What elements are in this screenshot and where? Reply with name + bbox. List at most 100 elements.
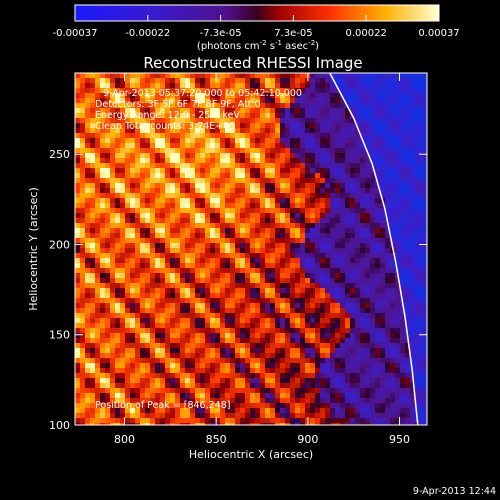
heatmap-cell — [155, 258, 160, 263]
heatmap-cell — [260, 143, 265, 148]
heatmap-cell — [185, 383, 190, 388]
heatmap-cell — [115, 328, 120, 333]
heatmap-cell — [385, 278, 390, 283]
heatmap-cell — [375, 283, 380, 288]
heatmap-cell — [145, 163, 150, 168]
heatmap-cell — [80, 213, 85, 218]
heatmap-cell — [205, 248, 210, 253]
heatmap-cell — [160, 183, 165, 188]
heatmap-cell — [185, 308, 190, 313]
heatmap-cell — [375, 418, 380, 423]
heatmap-cell — [410, 408, 415, 413]
heatmap-cell — [150, 283, 155, 288]
heatmap-cell — [375, 168, 380, 173]
heatmap-cell — [400, 293, 405, 298]
heatmap-cell — [140, 298, 145, 303]
heatmap-cell — [300, 403, 305, 408]
heatmap-cell — [270, 238, 275, 243]
heatmap-cell — [390, 383, 395, 388]
heatmap-cell — [235, 253, 240, 258]
heatmap-cell — [330, 233, 335, 238]
heatmap-cell — [195, 393, 200, 398]
heatmap-cell — [100, 383, 105, 388]
heatmap-cell — [395, 218, 400, 223]
heatmap-cell — [250, 353, 255, 358]
heatmap-cell — [290, 283, 295, 288]
heatmap-cell — [95, 103, 100, 108]
heatmap-cell — [375, 173, 380, 178]
heatmap-cell — [370, 303, 375, 308]
heatmap-cell — [100, 138, 105, 143]
heatmap-cell — [210, 298, 215, 303]
heatmap-cell — [235, 238, 240, 243]
heatmap-cell — [230, 368, 235, 373]
heatmap-cell — [160, 73, 165, 78]
heatmap-cell — [420, 123, 425, 128]
heatmap-cell — [200, 328, 205, 333]
heatmap-cell — [160, 308, 165, 313]
heatmap-cell — [350, 203, 355, 208]
heatmap-cell — [380, 153, 385, 158]
heatmap-cell — [110, 293, 115, 298]
heatmap-cell — [350, 388, 355, 393]
heatmap-cell — [275, 208, 280, 213]
heatmap-cell — [190, 193, 195, 198]
heatmap-cell — [90, 423, 95, 425]
heatmap-cell — [110, 218, 115, 223]
heatmap-cell — [250, 418, 255, 423]
heatmap-cell — [160, 158, 165, 163]
heatmap-cell — [130, 83, 135, 88]
heatmap-cell — [335, 168, 340, 173]
heatmap-cell — [120, 408, 125, 413]
heatmap-cell — [80, 198, 85, 203]
heatmap-cell — [240, 298, 245, 303]
heatmap-cell — [410, 188, 415, 193]
heatmap-cell — [420, 353, 425, 358]
heatmap-cell — [420, 313, 425, 318]
heatmap-cell — [75, 133, 80, 138]
heatmap-cell — [275, 193, 280, 198]
heatmap-cell — [310, 408, 315, 413]
heatmap-cell — [415, 263, 420, 268]
heatmap-cell — [385, 263, 390, 268]
heatmap-cell — [290, 198, 295, 203]
heatmap-cell — [305, 183, 310, 188]
heatmap-cell — [215, 168, 220, 173]
heatmap-cell — [190, 298, 195, 303]
heatmap-cell — [395, 418, 400, 423]
heatmap-cell — [115, 398, 120, 403]
heatmap-cell — [415, 318, 420, 323]
heatmap-cell — [270, 338, 275, 343]
heatmap-cell — [100, 158, 105, 163]
heatmap-cell — [85, 123, 90, 128]
heatmap-cell — [340, 303, 345, 308]
heatmap-cell — [270, 148, 275, 153]
heatmap-cell — [175, 278, 180, 283]
heatmap-cell — [210, 393, 215, 398]
heatmap-cell — [315, 193, 320, 198]
heatmap-cell — [290, 118, 295, 123]
heatmap-cell — [240, 293, 245, 298]
heatmap-cell — [345, 118, 350, 123]
heatmap-cell — [255, 373, 260, 378]
heatmap-cell — [130, 218, 135, 223]
heatmap-cell — [385, 188, 390, 193]
heatmap-cell — [125, 138, 130, 143]
heatmap-cell — [135, 88, 140, 93]
heatmap-cell — [355, 138, 360, 143]
heatmap-cell — [285, 393, 290, 398]
heatmap-cell — [185, 298, 190, 303]
heatmap-cell — [405, 293, 410, 298]
heatmap-cell — [120, 123, 125, 128]
heatmap-cell — [190, 73, 195, 78]
heatmap-cell — [345, 308, 350, 313]
heatmap-cell — [275, 203, 280, 208]
heatmap-cell — [205, 128, 210, 133]
heatmap-cell — [395, 193, 400, 198]
heatmap-cell — [160, 398, 165, 403]
heatmap-cell — [340, 323, 345, 328]
heatmap-cell — [420, 158, 425, 163]
heatmap-cell — [130, 178, 135, 183]
heatmap-cell — [170, 383, 175, 388]
heatmap-cell — [415, 358, 420, 363]
